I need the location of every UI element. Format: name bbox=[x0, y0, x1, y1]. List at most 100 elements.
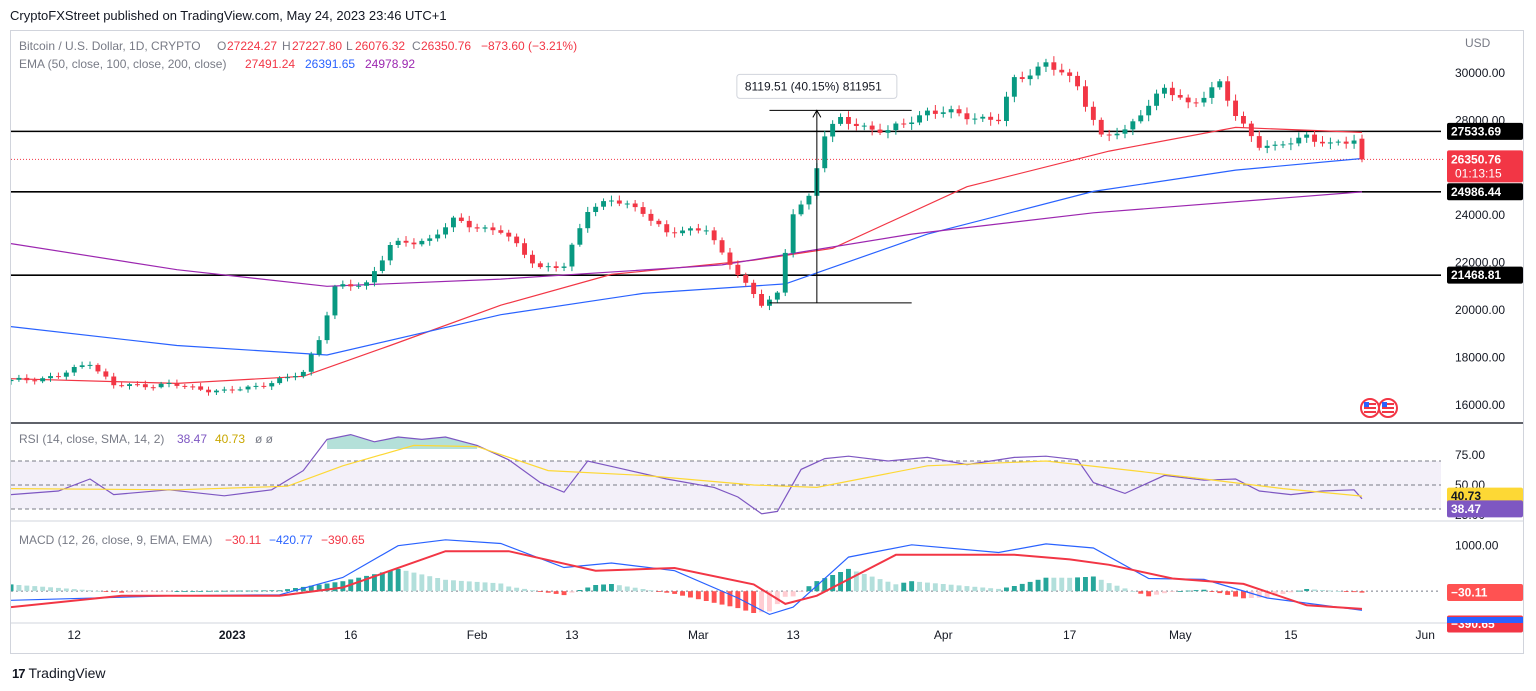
rsi-line-rsi-sma bbox=[10, 444, 1363, 497]
candle-body bbox=[198, 386, 204, 390]
macd-histogram-bar bbox=[972, 586, 978, 592]
ema200-value: 24978.92 bbox=[365, 57, 415, 71]
macd-histogram-bar bbox=[277, 590, 283, 592]
macd-histogram-bar bbox=[695, 591, 701, 600]
macd-histogram-bar bbox=[790, 591, 796, 597]
candle-body bbox=[782, 252, 788, 293]
macd-histogram-bar bbox=[127, 591, 132, 593]
macd-histogram-bar bbox=[411, 572, 417, 592]
price-tick-label: 18000.00 bbox=[1455, 350, 1505, 364]
macd-histogram-bar bbox=[379, 572, 385, 592]
candle-body bbox=[1083, 86, 1088, 107]
candle-body bbox=[711, 230, 717, 241]
candle-body bbox=[806, 195, 812, 205]
candle-body bbox=[925, 110, 930, 116]
candle-body bbox=[229, 389, 235, 391]
macd-histogram-bar bbox=[861, 574, 867, 592]
candle-body bbox=[1185, 97, 1191, 103]
candle-body bbox=[387, 245, 393, 261]
macd-histogram-bar bbox=[537, 591, 543, 592]
candle-body bbox=[830, 123, 836, 137]
macd-histogram-bar bbox=[1327, 590, 1333, 592]
candle-body bbox=[632, 203, 638, 208]
macd-histogram-bar bbox=[1248, 591, 1254, 598]
time-tick-label: 2023 bbox=[219, 628, 246, 642]
candle-body bbox=[940, 112, 946, 114]
candle-body bbox=[221, 389, 227, 391]
candle-body bbox=[1209, 87, 1215, 98]
price-tick-label: 30000.00 bbox=[1455, 66, 1505, 80]
macd-histogram-bar bbox=[261, 590, 267, 592]
currency-label: USD bbox=[1465, 36, 1491, 50]
macd-histogram-bar bbox=[32, 586, 38, 592]
macd-histogram-bar bbox=[506, 586, 512, 592]
macd-histogram-bar bbox=[640, 589, 646, 592]
macd-histogram-bar bbox=[1146, 591, 1152, 597]
macd-histogram-bar bbox=[482, 582, 488, 592]
macd-histogram-bar bbox=[877, 579, 883, 592]
chart-frame[interactable]: 8119.51 (40.15%) 811951 30000.00 28000.00… bbox=[8, 30, 1524, 654]
macd-histogram-bar bbox=[403, 570, 409, 592]
macd-histogram-bar bbox=[1169, 591, 1175, 592]
macd-histogram-bar bbox=[616, 585, 622, 592]
candle-body bbox=[372, 271, 377, 283]
candle-body bbox=[79, 365, 85, 367]
candle-body bbox=[1146, 105, 1152, 116]
chart-canvas[interactable]: 8119.51 (40.15%) 811951 30000.0028000.00… bbox=[8, 31, 1523, 653]
candle-body bbox=[119, 385, 125, 387]
low-value: 26076.32 bbox=[355, 39, 405, 53]
candle-body bbox=[996, 119, 1001, 122]
macd-histogram-bar bbox=[395, 568, 401, 592]
tradingview-logo-icon: 17 bbox=[12, 665, 26, 681]
candle-body bbox=[1335, 141, 1341, 143]
candle-body bbox=[285, 377, 290, 379]
candle-body bbox=[348, 284, 354, 287]
candle-body bbox=[16, 377, 22, 380]
rsi-value: 38.47 bbox=[177, 432, 207, 446]
macd-histogram-bar bbox=[522, 588, 527, 592]
macd-line-tag-box bbox=[1447, 617, 1523, 623]
macd-histogram-bar bbox=[135, 591, 140, 593]
macd-histogram-bar bbox=[419, 574, 425, 592]
time-tick-label: Feb bbox=[467, 628, 488, 642]
macd-histogram-bar bbox=[214, 590, 219, 592]
candle-body bbox=[885, 130, 891, 133]
candle-body bbox=[846, 117, 851, 124]
macd-histogram-bar bbox=[759, 591, 764, 613]
candle-body bbox=[877, 129, 883, 133]
macd-histogram-bar bbox=[56, 587, 61, 592]
time-tick-label: Jun bbox=[1416, 628, 1435, 642]
low-label: L bbox=[346, 39, 353, 53]
candle-body bbox=[1059, 69, 1065, 73]
candle-body bbox=[1264, 145, 1270, 148]
candle-body bbox=[332, 286, 338, 316]
ema50-value: 27491.24 bbox=[245, 57, 295, 71]
macd-histogram-bar bbox=[332, 582, 338, 592]
macd-histogram-bar bbox=[300, 586, 306, 592]
macd-histogram-bar bbox=[648, 590, 654, 592]
candle-body bbox=[1320, 141, 1325, 144]
macd-histogram-bar bbox=[798, 591, 804, 592]
candle-body bbox=[308, 354, 314, 372]
macd-histogram-bar bbox=[48, 587, 53, 592]
candle-body bbox=[87, 364, 93, 366]
last-price-tag: 26350.76 bbox=[1451, 152, 1501, 166]
level-tag-3-box bbox=[1447, 266, 1523, 284]
macd-histogram-bar bbox=[435, 578, 441, 592]
time-tick-label: 12 bbox=[68, 628, 82, 642]
candle-body bbox=[616, 200, 622, 204]
time-tick-label: May bbox=[1169, 628, 1192, 642]
tradingview-footer[interactable]: 17 TradingView bbox=[12, 665, 106, 681]
candle-body bbox=[40, 378, 46, 382]
candle-body bbox=[364, 282, 369, 286]
us-flag-icon[interactable] bbox=[1360, 398, 1398, 418]
candle-body bbox=[482, 227, 488, 229]
macd-histogram-bar bbox=[1083, 577, 1088, 592]
macd-histogram-bar bbox=[95, 590, 101, 592]
macd-histogram-bar bbox=[1280, 591, 1286, 594]
candle-body bbox=[569, 244, 575, 267]
candle-body bbox=[988, 116, 994, 120]
level-tag-2: 24986.44 bbox=[1451, 185, 1501, 199]
time-tick-label: Mar bbox=[688, 628, 709, 642]
candle-body bbox=[261, 385, 267, 387]
